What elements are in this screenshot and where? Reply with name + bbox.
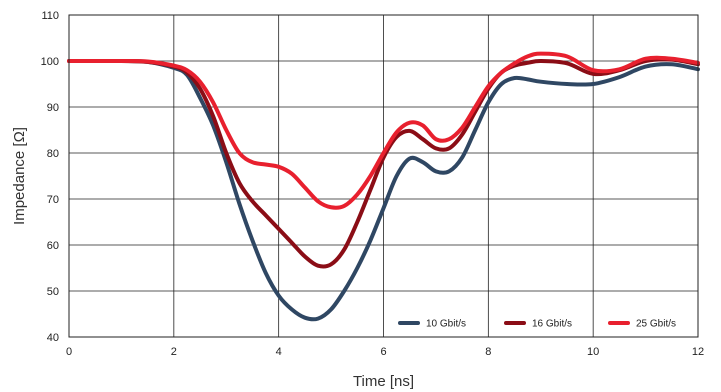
legend-label: 16 Gbit/s [532,319,572,330]
legend-label: 10 Gbit/s [426,319,466,330]
y-tick-label: 80 [47,148,59,160]
series-line-1 [67,58,700,322]
y-tick-label: 70 [47,194,59,206]
plot-frame [68,14,699,338]
x-tick-label: 12 [692,346,704,358]
legend-label: 25 Gbit/s [636,319,676,330]
y-tick-label: 100 [41,56,59,68]
x-tick-label: 0 [66,346,72,358]
x-tick-label: 8 [485,346,491,358]
y-tick-label: 50 [47,286,59,298]
y-tick-label: 90 [47,102,59,114]
series-lines [67,51,700,322]
x-tick-label: 4 [276,346,282,358]
x-tick-label: 6 [380,346,386,358]
y-axis-label: Impedance [Ω] [11,127,28,225]
y-tick-label: 60 [47,240,59,252]
y-tick-label: 110 [41,10,59,22]
series-line-2 [67,57,700,269]
y-tick-label: 40 [47,332,59,344]
tick-labels: 0 2 4 6 8 10 12 40 50 60 70 80 90 100 110 [41,10,704,358]
x-tick-label: 10 [587,346,599,358]
x-axis-label: Time [ns] [353,373,414,390]
x-tick-label: 2 [171,346,177,358]
series-line-3 [67,51,700,210]
legend: 10 Gbit/s 16 Gbit/s 25 Gbit/s [398,319,676,330]
